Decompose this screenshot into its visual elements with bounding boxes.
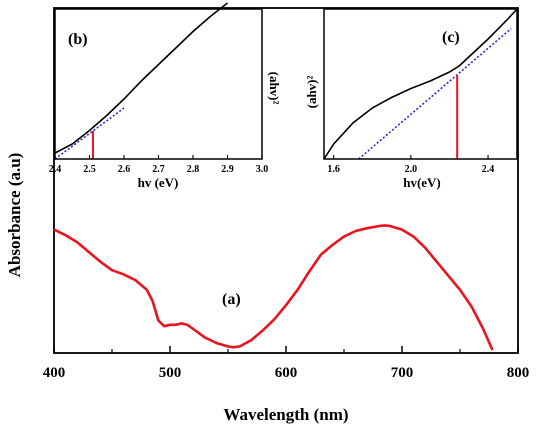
- inset-b-x-ticks: 2.4 2.5 2.6 2.7 2.8 2.9 3.0: [49, 155, 269, 175]
- main-x-tick-label: 700: [391, 365, 414, 381]
- inset-c-fit-line: [358, 27, 512, 160]
- inset-b-x-tick-label: 2.7: [152, 164, 165, 175]
- inset-c-curves: [323, 8, 518, 160]
- main-x-tick-label: 800: [507, 365, 530, 381]
- inset-b-x-tick-label: 2.4: [49, 164, 62, 175]
- inset-c-x-ticks: 1.6 2.0 2.4: [327, 155, 494, 175]
- inset-c: 1.6 2.0 2.4 (c) hv(eV) (ahv)²: [304, 8, 518, 190]
- inset-b-curves: [54, 2, 228, 160]
- y-axis-title: Absorbance (a.u): [5, 153, 24, 278]
- inset-c-tauc-curve: [323, 8, 518, 160]
- panel-tag-a: (a): [222, 291, 241, 308]
- inset-b-x-tick-label: 2.5: [83, 164, 96, 175]
- inset-c-x-tick-label: 2.4: [482, 164, 495, 175]
- inset-c-y-label: (ahv)²: [304, 76, 319, 109]
- absorbance-curve: [53, 224, 494, 351]
- inset-c-x-tick-label: 1.6: [327, 164, 340, 175]
- panel-tag-b: (b): [68, 31, 88, 48]
- inset-b-x-tick-label: 2.6: [118, 164, 131, 175]
- inset-b-background: [55, 9, 262, 159]
- inset-c-frame: [323, 8, 518, 160]
- main-x-tick-label: 500: [159, 365, 182, 381]
- main-x-tick-label: 400: [43, 365, 66, 381]
- main-x-tick-label: 600: [275, 365, 298, 381]
- inset-b: 2.4 2.5 2.6 2.7 2.8 2.9 3.0 (b) hv (eV) (ahv)²: [49, 2, 282, 190]
- inset-b-tauc-curve: [54, 2, 228, 154]
- inset-b-x-tick-label: 2.8: [187, 164, 200, 175]
- panel-tag-c: (c): [442, 29, 460, 46]
- inset-c-x-tick-label: 2.0: [405, 164, 418, 175]
- main-plot: 400 500 600 700 800 (a) Wavelength (nm) Abso…: [5, 7, 530, 424]
- inset-c-x-label: hv(eV): [403, 175, 441, 190]
- inset-b-x-label: hv (eV): [138, 175, 179, 190]
- inset-b-y-label: (ahv)²: [267, 72, 282, 105]
- inset-b-x-tick-label: 2.9: [221, 164, 234, 175]
- main-x-ticks: [53, 346, 519, 353]
- inset-b-x-tick-label: 3.0: [256, 164, 269, 175]
- x-axis-title: Wavelength (nm): [223, 405, 348, 424]
- main-x-tick-labels: 400 500 600 700 800: [43, 365, 530, 381]
